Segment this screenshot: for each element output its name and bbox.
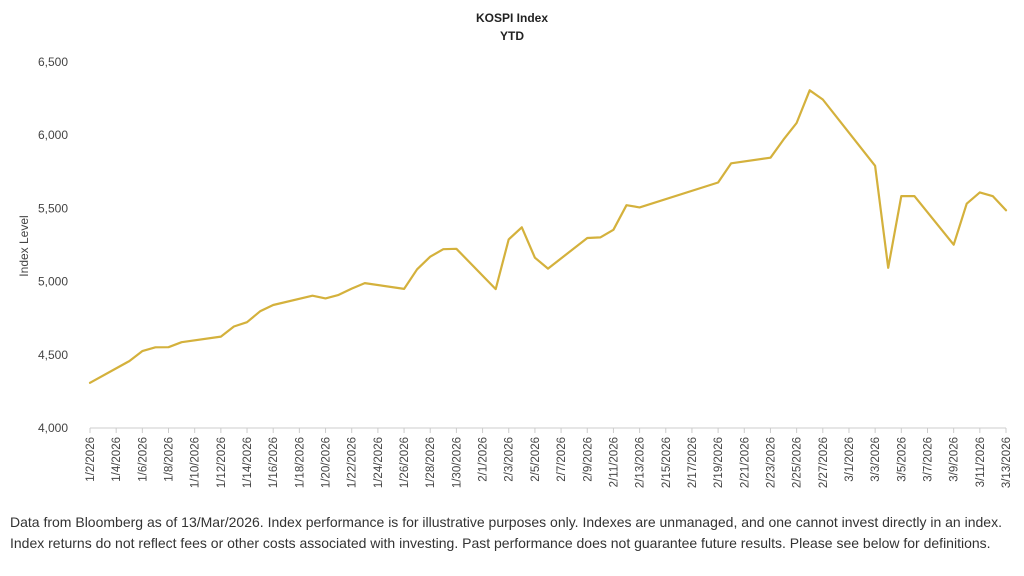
x-tick-label: 1/22/2026 bbox=[347, 437, 359, 488]
x-tick-label: 2/1/2026 bbox=[478, 437, 490, 482]
x-tick-label: 1/30/2026 bbox=[451, 437, 463, 488]
x-tick-label: 1/12/2026 bbox=[216, 437, 228, 488]
y-tick-label: 5,000 bbox=[38, 275, 68, 289]
x-tick-label: 2/21/2026 bbox=[739, 437, 751, 488]
x-tick-label: 2/3/2026 bbox=[504, 437, 516, 482]
x-tick-label: 1/16/2026 bbox=[268, 437, 280, 488]
x-tick-label: 2/27/2026 bbox=[818, 437, 830, 488]
y-axis-label: Index Level bbox=[17, 215, 31, 276]
x-tick-label: 3/5/2026 bbox=[896, 437, 908, 482]
x-tick-label: 2/13/2026 bbox=[635, 437, 647, 488]
x-tick-label: 3/9/2026 bbox=[949, 437, 961, 482]
x-tick-label: 2/23/2026 bbox=[765, 437, 777, 488]
x-tick-label: 1/6/2026 bbox=[137, 437, 149, 482]
x-tick-label: 3/1/2026 bbox=[844, 437, 856, 482]
x-tick-label: 1/28/2026 bbox=[425, 437, 437, 488]
x-tick-label: 1/14/2026 bbox=[242, 437, 254, 488]
x-tick-label: 1/24/2026 bbox=[373, 437, 385, 488]
x-tick-label: 2/17/2026 bbox=[687, 437, 699, 488]
x-tick-label: 2/9/2026 bbox=[582, 437, 594, 482]
y-tick-label: 6,000 bbox=[38, 128, 68, 142]
footnote: Data from Bloomberg as of 13/Mar/2026. I… bbox=[10, 514, 1002, 551]
x-tick-label: 2/25/2026 bbox=[792, 437, 804, 488]
x-tick-label: 3/3/2026 bbox=[870, 437, 882, 482]
x-tick-label: 1/26/2026 bbox=[399, 437, 411, 488]
x-tick-label: 3/7/2026 bbox=[922, 437, 934, 482]
chart-subtitle: YTD bbox=[500, 29, 524, 43]
x-tick-label: 2/15/2026 bbox=[661, 437, 673, 488]
y-axis: 4,000 4,500 5,000 5,500 6,000 6,500 bbox=[38, 55, 68, 435]
x-tick-label: 2/7/2026 bbox=[556, 437, 568, 482]
x-axis: 1/2/2026 1/4/2026 1/6/2026 1/8/2026 1/10/202… bbox=[85, 428, 1013, 488]
x-tick-label: 1/10/2026 bbox=[190, 437, 202, 488]
x-tick-label: 1/2/2026 bbox=[85, 437, 97, 482]
x-tick-label: 2/19/2026 bbox=[713, 437, 725, 488]
chart-title: KOSPI Index bbox=[476, 11, 548, 25]
x-tick-label: 1/18/2026 bbox=[294, 437, 306, 488]
x-tick-label: 1/20/2026 bbox=[321, 437, 333, 488]
y-tick-label: 4,000 bbox=[38, 421, 68, 435]
x-tick-label: 3/11/2026 bbox=[975, 437, 987, 487]
x-tick-label: 1/8/2026 bbox=[164, 437, 176, 482]
x-tick-label: 2/11/2026 bbox=[608, 437, 620, 487]
x-tick-label: 3/13/2026 bbox=[1001, 437, 1013, 488]
x-tick-label: 2/5/2026 bbox=[530, 437, 542, 482]
y-tick-label: 6,500 bbox=[38, 55, 68, 69]
y-tick-label: 4,500 bbox=[38, 348, 68, 362]
series-line-kospi bbox=[88, 89, 1008, 384]
x-tick-label: 1/4/2026 bbox=[111, 437, 123, 482]
line-chart: KOSPI Index YTD Index Level 4,000 4,500 5,… bbox=[17, 11, 1013, 488]
y-tick-label: 5,500 bbox=[38, 201, 68, 215]
